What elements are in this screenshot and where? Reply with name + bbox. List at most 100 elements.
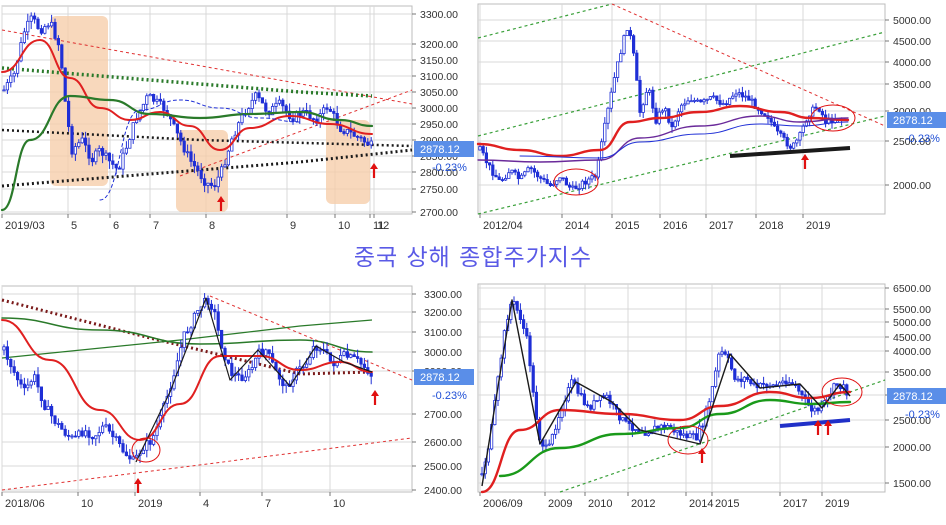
candle-body xyxy=(692,100,697,102)
candle-body xyxy=(730,357,734,370)
candle-body xyxy=(589,405,593,410)
candle-body xyxy=(667,108,671,123)
candle-body xyxy=(118,167,122,170)
candle-body xyxy=(691,433,695,436)
candle-body xyxy=(582,393,587,406)
candle-body xyxy=(124,147,128,154)
candle-body xyxy=(230,362,234,376)
candle-body xyxy=(5,82,9,91)
candle-body xyxy=(720,351,724,355)
candle-body xyxy=(97,148,101,152)
candle-body xyxy=(355,356,360,359)
ma-green-2 xyxy=(1,319,373,359)
x-tick-label: 2015 xyxy=(615,220,639,232)
candle-body xyxy=(638,79,642,113)
candle-body xyxy=(507,172,511,179)
candle-body xyxy=(369,372,373,377)
candle-body xyxy=(240,374,244,381)
y-tick-label: 2000.00 xyxy=(893,180,931,192)
ma-long-dotted xyxy=(1,128,413,148)
candle-body xyxy=(740,92,745,98)
candle-body xyxy=(708,96,713,100)
candle-body xyxy=(606,107,610,124)
change-label: -0.23% xyxy=(905,409,940,421)
candle-body xyxy=(510,169,514,174)
candle-body xyxy=(586,404,590,407)
candle-body xyxy=(213,308,217,313)
candle-body xyxy=(175,123,179,134)
candle-body xyxy=(835,383,839,386)
candle-body xyxy=(101,425,105,433)
candle-body xyxy=(158,98,162,102)
wave-line xyxy=(135,297,373,463)
candle-body xyxy=(267,349,271,354)
y-tick-label: 4000.00 xyxy=(893,346,931,358)
candle-body xyxy=(673,120,677,128)
candle-body xyxy=(603,122,607,143)
candle-body xyxy=(155,98,159,102)
candle-body xyxy=(189,151,193,162)
change-label: -0.23% xyxy=(432,390,467,402)
candle-body xyxy=(67,434,71,437)
candle-body xyxy=(788,145,793,149)
candle-body xyxy=(747,95,751,101)
candle-body xyxy=(688,433,692,439)
candle-body xyxy=(590,175,594,180)
ma-red xyxy=(1,319,373,442)
candle-body xyxy=(260,97,265,104)
candle-body xyxy=(771,384,775,387)
candle-body xyxy=(568,184,572,188)
candle-body xyxy=(206,182,210,186)
candle-body xyxy=(325,107,329,110)
candle-body xyxy=(84,137,88,146)
candle-body xyxy=(646,433,651,436)
candle-body xyxy=(503,178,508,181)
ma-red xyxy=(480,390,852,494)
candle-body xyxy=(744,95,748,98)
candle-body xyxy=(80,137,84,144)
candle-body xyxy=(60,44,64,69)
candle-body xyxy=(484,152,489,164)
arrow-current-head xyxy=(370,163,378,169)
highlight-ellipse xyxy=(553,168,599,196)
support-line xyxy=(729,146,851,158)
highlight-ellipse xyxy=(667,425,709,455)
x-tick-label: 9 xyxy=(290,220,296,232)
y-tick-label: 3500.00 xyxy=(893,79,931,91)
candle-body xyxy=(608,394,612,404)
candle-body xyxy=(185,331,190,334)
candle-body xyxy=(304,363,309,368)
candle-body xyxy=(107,152,111,162)
candle-body xyxy=(284,383,288,387)
candle-body xyxy=(723,351,727,355)
highlight-band xyxy=(326,120,370,204)
candle-body xyxy=(192,161,196,167)
candle-body xyxy=(53,21,57,39)
candle-body xyxy=(763,113,767,116)
y-tick-label: 3200.00 xyxy=(420,39,458,51)
candle-body xyxy=(694,433,699,441)
candle-body xyxy=(253,92,258,101)
candle-body xyxy=(5,346,9,360)
candle-body xyxy=(787,382,791,385)
candle-body xyxy=(223,347,227,361)
candle-body xyxy=(43,26,47,34)
candle-body xyxy=(792,142,796,149)
candle-body xyxy=(576,383,580,394)
candle-body xyxy=(182,331,186,349)
candle-body xyxy=(131,122,135,140)
arrow-low-head xyxy=(217,196,225,202)
candle-body xyxy=(56,38,61,46)
candle-body xyxy=(247,369,251,378)
x-tick-label: 10 xyxy=(333,498,345,510)
candle-body xyxy=(769,118,773,123)
candle-body xyxy=(352,354,356,358)
candle-body xyxy=(702,99,706,103)
candle-body xyxy=(185,151,190,154)
candle-body xyxy=(630,423,635,431)
candle-body xyxy=(675,430,679,433)
arrow-low-head xyxy=(801,154,809,160)
candle-body xyxy=(536,171,540,178)
candle-body xyxy=(33,15,37,20)
